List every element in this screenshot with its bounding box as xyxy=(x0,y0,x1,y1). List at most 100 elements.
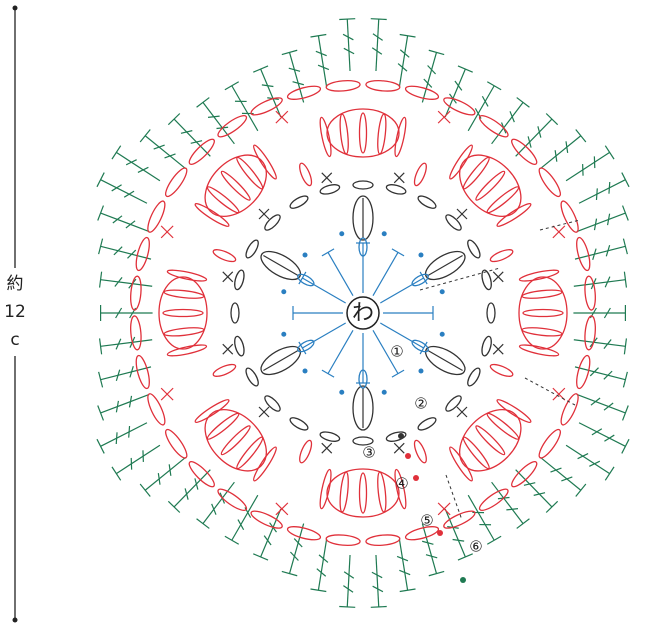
red-chain xyxy=(576,354,591,390)
green-stitch xyxy=(100,179,148,204)
red-chain xyxy=(299,162,313,187)
green-stitch-top xyxy=(98,338,103,355)
green-stitch xyxy=(100,366,152,381)
green-stitch-top xyxy=(310,33,327,38)
green-stitch xyxy=(288,52,305,103)
green-stitch-top xyxy=(457,65,473,73)
green-stitch xyxy=(573,339,626,347)
green-stitch xyxy=(144,456,186,491)
green-stitch-top xyxy=(457,553,473,561)
blue-chain xyxy=(297,339,315,353)
green-stitch-top xyxy=(399,33,416,38)
red-chain xyxy=(325,80,361,92)
green-stitch-bar xyxy=(565,141,569,153)
red-shell-stitch xyxy=(522,308,564,318)
red-shell-outline xyxy=(326,108,400,158)
blue-chain xyxy=(297,273,315,287)
green-stitch-bar xyxy=(263,535,272,546)
blue-dot xyxy=(302,252,308,258)
red-chain xyxy=(130,315,142,351)
green-stitch-bar xyxy=(608,181,611,194)
red-shell-stitch xyxy=(358,112,368,154)
start-dot xyxy=(413,475,419,481)
blue-dot xyxy=(381,231,387,237)
black-chain xyxy=(234,335,245,357)
green-stitch-top xyxy=(98,371,104,388)
green-stitch-bar xyxy=(114,276,123,287)
green-stitch xyxy=(231,85,259,132)
red-chain xyxy=(130,275,142,311)
green-stitch-bar xyxy=(318,554,329,563)
black-sc xyxy=(492,271,504,283)
green-stitch-bar xyxy=(190,140,203,144)
blue-spoke xyxy=(380,322,424,349)
ruler-label: c xyxy=(10,330,19,350)
green-stitch-top xyxy=(604,466,615,481)
black-sc xyxy=(222,343,234,355)
red-chain xyxy=(478,488,509,511)
blue-dot xyxy=(302,368,308,374)
black-sc xyxy=(321,172,333,184)
round-number: ② xyxy=(414,395,427,413)
green-stitch-top xyxy=(111,145,122,160)
green-stitch-bar xyxy=(112,215,123,224)
red-chain xyxy=(325,534,361,546)
green-stitch xyxy=(467,494,495,541)
red-shell-outline xyxy=(518,276,568,350)
red-chain xyxy=(217,488,248,511)
black-chain xyxy=(352,436,374,446)
green-stitch-top xyxy=(575,129,587,143)
green-stitch-bar xyxy=(533,492,546,496)
green-stitch-top xyxy=(623,271,628,288)
red-chain xyxy=(286,85,322,100)
ruler-label: 約 xyxy=(7,274,24,294)
green-stitch-bar xyxy=(137,166,149,173)
red-shell-stitch xyxy=(521,327,563,337)
red-chain xyxy=(511,138,538,165)
red-chain xyxy=(511,461,538,488)
blue-dot xyxy=(281,289,287,295)
green-stitch-bar xyxy=(317,64,330,71)
green-stitch-top xyxy=(622,371,628,388)
green-stitch-bar xyxy=(592,248,597,260)
round-number: ⑥ xyxy=(469,538,482,556)
green-stitch xyxy=(578,179,626,204)
blue-dot xyxy=(339,231,345,237)
green-stitch-bar xyxy=(591,428,603,436)
blue-spoke xyxy=(302,322,346,349)
green-stitch-bar xyxy=(261,84,274,88)
green-stitch-bar xyxy=(589,460,601,467)
blue-chain xyxy=(411,339,429,353)
red-shell-stitch xyxy=(394,468,407,510)
red-shell-stitch xyxy=(377,471,387,513)
join-dash xyxy=(419,267,501,291)
green-stitch xyxy=(375,554,380,607)
green-stitch-bar xyxy=(603,402,614,411)
green-stitch-bar xyxy=(343,585,354,593)
green-stitch xyxy=(444,68,466,118)
green-stitch xyxy=(288,523,305,574)
black-chain xyxy=(481,335,492,357)
green-stitch xyxy=(317,35,328,88)
green-stitch-bar xyxy=(397,63,408,72)
green-stitch-bar xyxy=(123,190,135,198)
green-stitch-top xyxy=(253,65,269,73)
red-chain xyxy=(584,315,596,351)
red-sc xyxy=(160,225,174,239)
black-sc xyxy=(258,406,270,418)
blue-dot xyxy=(381,389,387,395)
green-stitch-top xyxy=(224,81,240,91)
green-stitch-bar xyxy=(604,434,615,442)
blue-spoke xyxy=(372,330,399,374)
green-stitch-bar xyxy=(554,150,558,162)
green-stitch xyxy=(260,508,282,558)
green-stitch xyxy=(467,85,495,132)
green-stitch-bar xyxy=(288,67,301,72)
black-sc xyxy=(222,271,234,283)
black-chain xyxy=(319,431,341,442)
green-stitch-top xyxy=(253,553,269,561)
red-chain xyxy=(489,249,514,263)
green-stitch xyxy=(100,245,152,260)
center-label: わ xyxy=(352,301,374,326)
